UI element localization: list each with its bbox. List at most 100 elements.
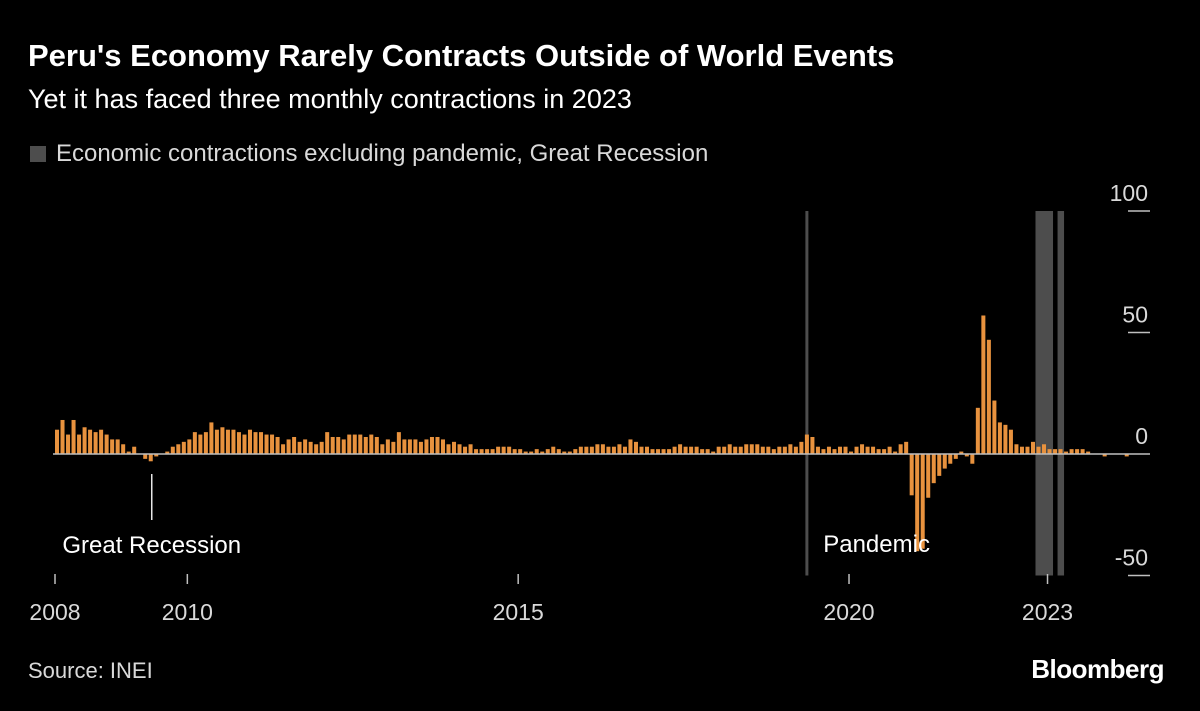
- bar: [644, 446, 650, 454]
- bar: [518, 449, 523, 454]
- bar: [606, 446, 611, 454]
- bar: [479, 449, 484, 454]
- bar: [573, 449, 578, 454]
- bar: [882, 449, 887, 454]
- bar: [964, 454, 969, 457]
- bar: [540, 451, 545, 454]
- shade-layer: [805, 211, 1065, 576]
- bar: [275, 436, 280, 454]
- bar: [854, 446, 859, 454]
- bar: [1080, 449, 1085, 454]
- bar: [738, 446, 743, 454]
- bar: [93, 432, 98, 454]
- bar: [507, 446, 512, 454]
- bar: [369, 434, 374, 454]
- bar: [986, 339, 991, 454]
- bar: [876, 449, 881, 454]
- bar: [247, 429, 253, 454]
- bar: [633, 441, 638, 454]
- bar: [584, 446, 589, 454]
- bar: [220, 427, 225, 454]
- bar: [407, 439, 412, 454]
- bar: [887, 446, 892, 454]
- bar: [1064, 451, 1069, 454]
- bar: [286, 439, 291, 454]
- bar: [1019, 446, 1024, 454]
- bar: [501, 446, 506, 454]
- legend: Economic contractions excluding pandemic…: [30, 140, 708, 168]
- bar: [694, 446, 699, 454]
- bar: [832, 449, 837, 454]
- bar: [132, 446, 137, 454]
- bar: [440, 439, 445, 454]
- bar: [909, 454, 914, 496]
- bar: [314, 444, 319, 454]
- bar: [198, 434, 203, 454]
- bar: [611, 446, 616, 454]
- bar: [788, 444, 793, 454]
- bar: [727, 444, 732, 454]
- bar: [826, 446, 831, 454]
- x-tick-label: 2020: [823, 599, 874, 625]
- bar: [815, 446, 820, 454]
- bar: [496, 446, 501, 454]
- bar: [463, 446, 468, 454]
- y-tick-label: 0: [1135, 423, 1148, 449]
- bar: [60, 419, 65, 454]
- bar: [176, 444, 181, 454]
- bar: [948, 454, 953, 464]
- bar: [716, 446, 721, 454]
- bar: [733, 446, 738, 454]
- bar: [1075, 449, 1080, 454]
- bar: [1030, 441, 1035, 454]
- bar: [860, 444, 865, 454]
- bar: [622, 446, 627, 454]
- bar: [71, 419, 76, 454]
- x-tick-label: 2015: [493, 599, 544, 625]
- bar: [992, 400, 997, 454]
- bar: [1014, 444, 1019, 454]
- y-tick-label: 100: [1110, 180, 1148, 206]
- bar: [192, 432, 197, 454]
- bar: [104, 434, 109, 454]
- bar: [700, 449, 705, 454]
- bar: [534, 449, 539, 454]
- bar: [1047, 449, 1052, 454]
- bar: [1008, 429, 1013, 454]
- bar: [672, 446, 677, 454]
- bar: [578, 446, 583, 454]
- y-tick-label: 50: [1122, 302, 1148, 328]
- bar: [170, 446, 175, 454]
- bar: [281, 444, 286, 454]
- bar: [678, 444, 683, 454]
- bar: [396, 432, 401, 454]
- bar: [766, 446, 771, 454]
- bar: [667, 449, 672, 454]
- bar: [810, 436, 815, 454]
- bar: [347, 434, 352, 454]
- bar: [187, 439, 192, 454]
- bar: [959, 451, 964, 454]
- bar: [942, 454, 947, 469]
- chart-title: Peru's Economy Rarely Contracts Outside …: [28, 38, 895, 73]
- bloomberg-logo: Bloomberg: [1031, 654, 1164, 684]
- bar: [771, 449, 776, 454]
- bar: [1058, 449, 1063, 454]
- bar: [628, 439, 633, 454]
- bar: [341, 439, 346, 454]
- annotation-great-recession: Great Recession: [62, 532, 241, 559]
- bar: [749, 444, 754, 454]
- bar: [865, 446, 870, 454]
- bar: [82, 427, 87, 454]
- bar: [617, 444, 622, 454]
- bar: [1042, 444, 1047, 454]
- chart-subtitle: Yet it has faced three monthly contracti…: [28, 84, 632, 114]
- bar: [898, 444, 903, 454]
- bar: [66, 434, 71, 454]
- bar: [292, 436, 297, 454]
- bar: [556, 449, 561, 454]
- bar: [551, 446, 556, 454]
- bar: [236, 432, 241, 454]
- bar: [374, 436, 379, 454]
- bar: [303, 439, 308, 454]
